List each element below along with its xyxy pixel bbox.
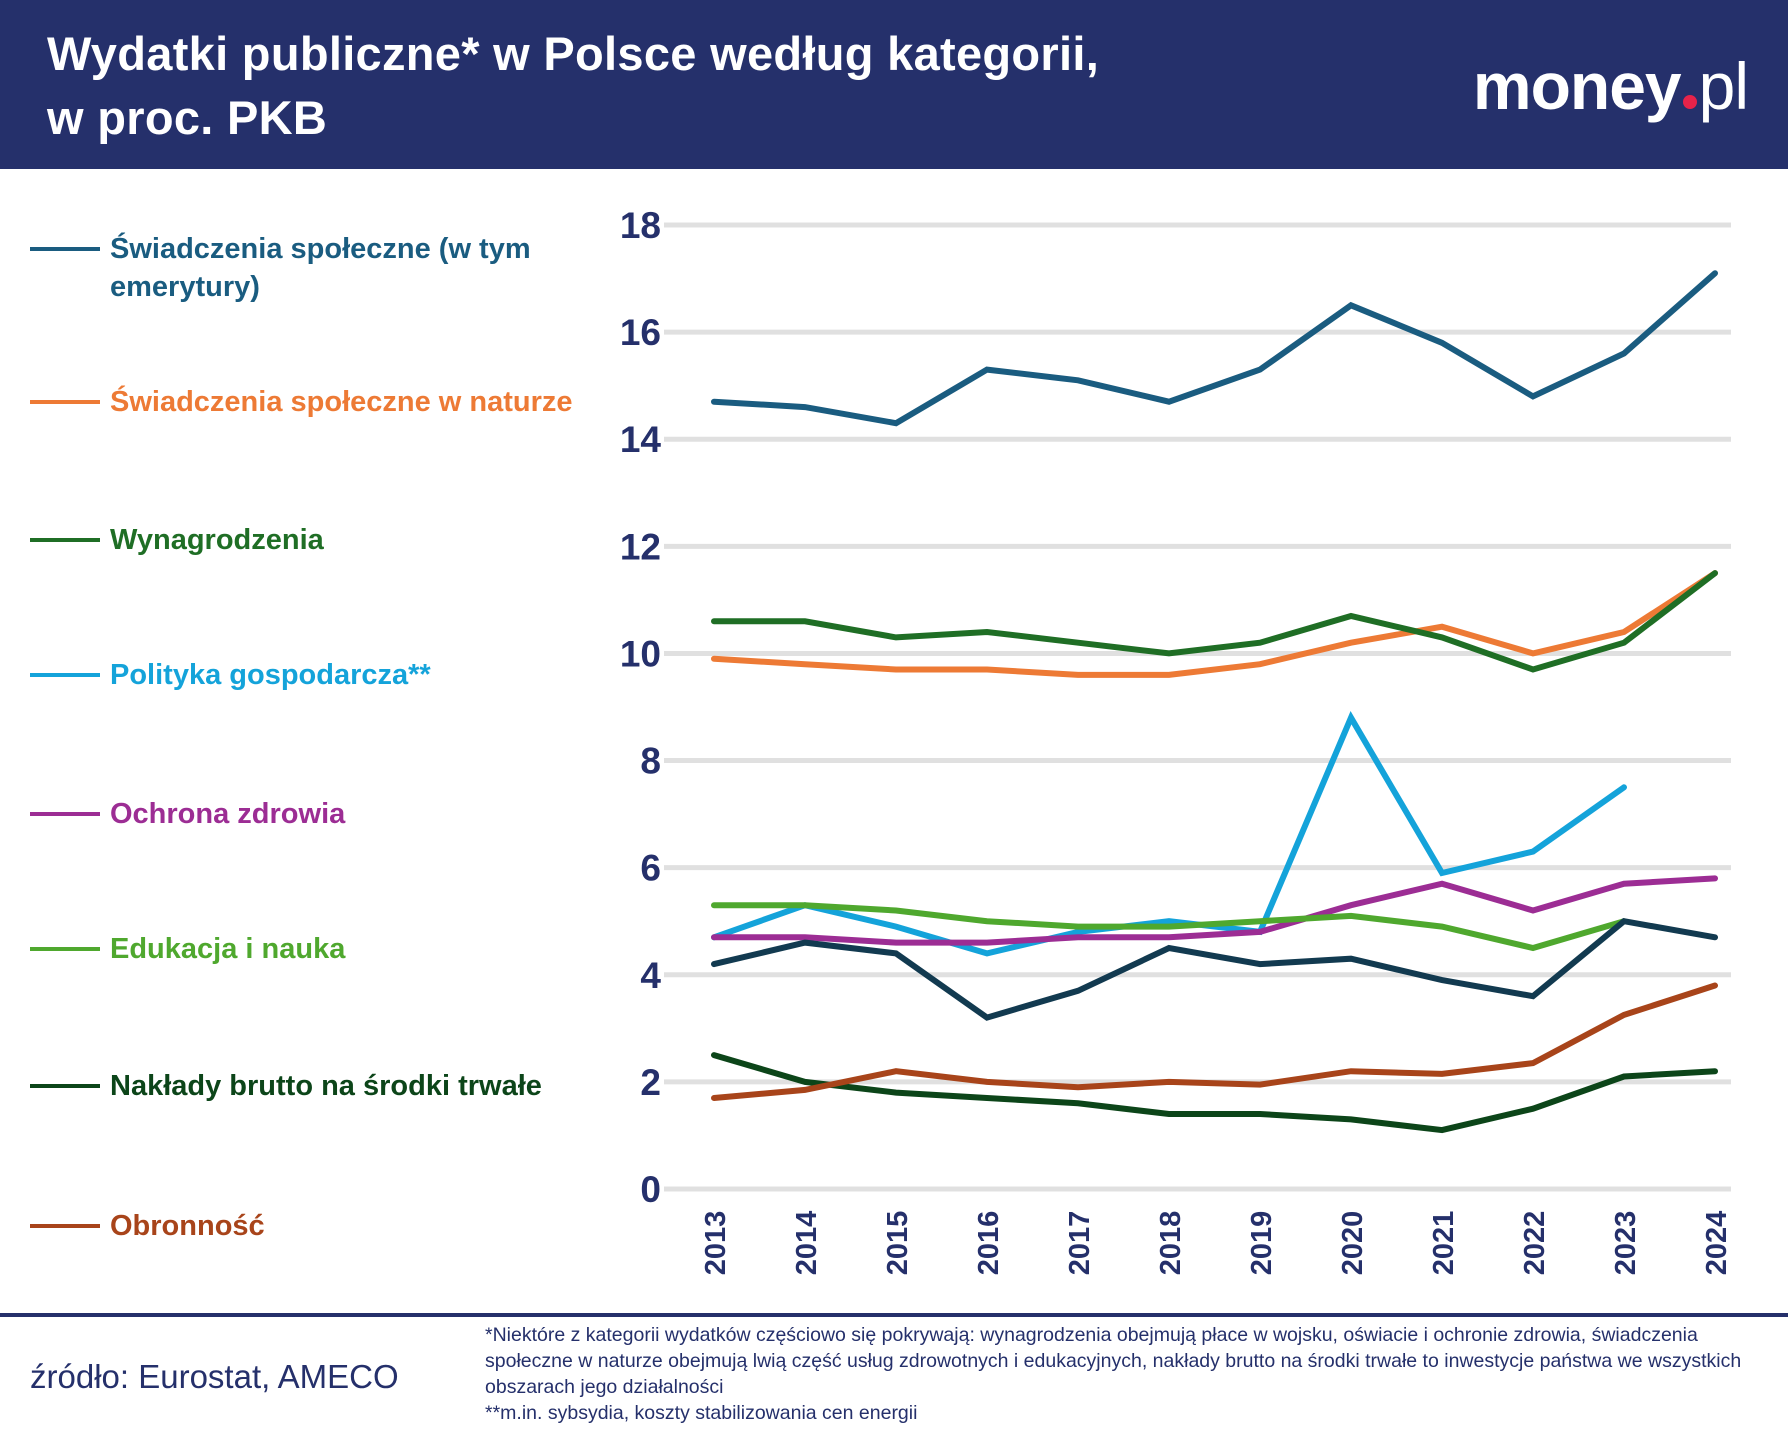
x-tick-label: 2020 <box>1337 1211 1369 1276</box>
y-tick-label: 8 <box>640 741 661 782</box>
legend-label: Polityka gospodarcza** <box>110 659 431 691</box>
legend-swatch <box>30 812 100 816</box>
y-tick-label: 2 <box>640 1062 661 1103</box>
title-line-2: w proc. PKB <box>47 91 328 144</box>
logo-dot <box>1682 95 1697 109</box>
legend-label: Ochrona zdrowia <box>110 798 346 830</box>
legend-item: Polityka gospodarcza** <box>30 656 590 694</box>
x-tick-label: 2014 <box>791 1211 823 1276</box>
legend-item: Ochrona zdrowia <box>30 795 590 833</box>
x-tick-label: 2019 <box>1246 1211 1278 1276</box>
series-line <box>711 270 1718 427</box>
legend-item: Edukacja i nauka <box>30 930 590 968</box>
y-tick-label: 4 <box>640 955 661 996</box>
legend-label: Świadczenia społeczne w naturze <box>110 386 573 418</box>
x-tick-label: 2022 <box>1519 1211 1551 1276</box>
series-line <box>711 875 1718 946</box>
x-tick-label: 2021 <box>1428 1211 1460 1276</box>
series-line <box>711 570 1718 678</box>
legend-item: Świadczenia społeczne w naturze <box>30 383 590 421</box>
chart-title: Wydatki publiczne* w Polsce według kateg… <box>47 22 1099 150</box>
legend-swatch <box>30 947 100 951</box>
footer-divider <box>0 1313 1788 1317</box>
y-tick-label: 0 <box>640 1169 661 1210</box>
legend-swatch <box>30 538 100 542</box>
legend-label: Obronność <box>110 1210 265 1242</box>
x-tick-label: 2013 <box>700 1211 732 1276</box>
x-tick-label: 2017 <box>1064 1211 1096 1276</box>
series-line <box>711 982 1718 1101</box>
legend-swatch <box>30 673 100 677</box>
legend-item: Wynagrodzenia <box>30 521 590 559</box>
legend-label: Świadczenia społeczne (w tym emerytury) <box>110 233 531 303</box>
y-tick-label: 18 <box>620 205 661 246</box>
x-tick-label: 2024 <box>1701 1211 1733 1276</box>
legend-label: Nakłady brutto na środki trwałe <box>110 1070 542 1102</box>
series-line <box>711 570 1718 673</box>
y-tick-label: 6 <box>640 848 661 889</box>
money-pl-logo: money pl <box>1472 49 1749 123</box>
x-tick-label: 2018 <box>1155 1211 1187 1276</box>
source-label: źródło: Eurostat, AMECO <box>30 1358 399 1395</box>
legend-item: Obronność <box>30 1207 590 1245</box>
legend-label: Edukacja i nauka <box>110 933 346 965</box>
x-tick-label: 2016 <box>973 1211 1005 1276</box>
legend-label: Wynagrodzenia <box>110 524 324 556</box>
footnote-2: **m.in. sybsydia, koszty stabilizowania … <box>485 1402 918 1424</box>
series-line <box>711 1052 1718 1134</box>
title-line-1: Wydatki publiczne* w Polsce według kateg… <box>47 27 1100 80</box>
x-tick-label: 2023 <box>1610 1211 1642 1276</box>
header-banner: Wydatki publiczne* w Polsce według kateg… <box>0 0 1788 169</box>
y-tick-label: 12 <box>620 526 661 567</box>
y-tick-label: 10 <box>620 633 661 674</box>
legend-item: Świadczenia społeczne (w tym emerytury) <box>30 230 590 306</box>
legend-swatch <box>30 1084 100 1088</box>
legend-item: Nakłady brutto na środki trwałe <box>30 1067 590 1105</box>
footnotes: *Niektóre z kategorii wydatków częściowo… <box>485 1322 1775 1426</box>
legend-swatch <box>30 400 100 404</box>
y-tick-label: 16 <box>620 312 661 353</box>
footnote-1: *Niektóre z kategorii wydatków częściowo… <box>485 1324 1742 1398</box>
legend-swatch <box>30 247 100 251</box>
legend-swatch <box>30 1224 100 1228</box>
x-tick-label: 2015 <box>882 1211 914 1276</box>
series-line <box>711 918 1718 1021</box>
series-line <box>711 902 1627 952</box>
series-line <box>711 711 1627 957</box>
y-tick-label: 14 <box>620 419 662 460</box>
